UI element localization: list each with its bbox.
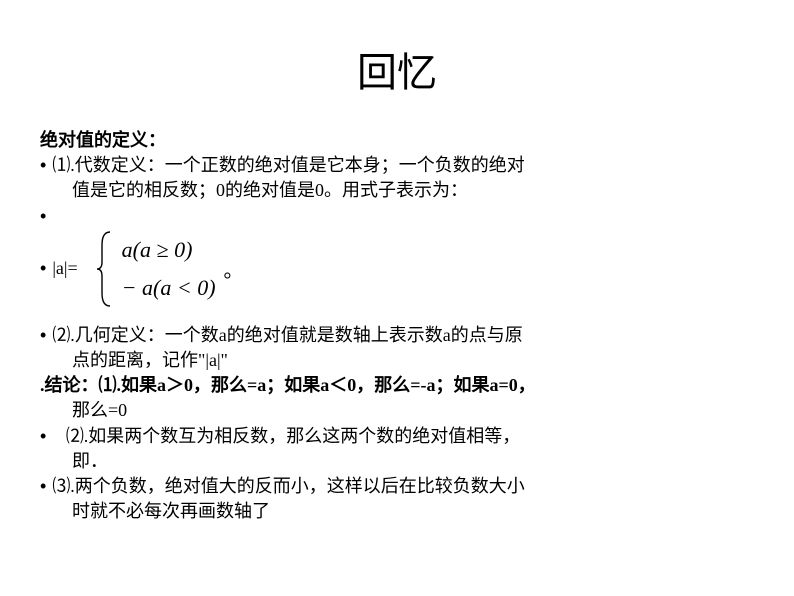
bullet-icon: • xyxy=(40,258,46,279)
conclusion3-b: 时就不必每次再画数轴了 xyxy=(40,499,754,524)
formula-left: • |a|= xyxy=(40,258,78,279)
formula-period: 。 xyxy=(224,254,244,283)
bullet-icon: • xyxy=(40,153,46,178)
left-brace-icon xyxy=(96,230,114,308)
conclusion1-a: .结论：⑴.如果a＞0，那么=a；如果a＜0，那么=-a；如果a=0， xyxy=(40,373,754,398)
slide: 回忆 绝对值的定义： • ⑴.代数定义：一个正数的绝对值是它本身；一个负数的绝对… xyxy=(0,0,794,596)
abs-label: |a|= xyxy=(52,258,77,279)
conclusion3-line1: • ⑶.两个负数，绝对值大的反而小，这样以后在比较负数大小 xyxy=(40,474,754,499)
def1-line1: • ⑴.代数定义：一个正数的绝对值是它本身；一个负数的绝对 xyxy=(40,153,754,178)
conclusion2-b: 即． xyxy=(40,449,754,474)
bullet-icon: • xyxy=(40,204,46,229)
case-2: − a(a < 0) xyxy=(122,269,216,306)
def2-text-a: ⑵.几何定义：一个数a的绝对值就是数轴上表示数a的点与原 xyxy=(52,323,522,348)
spacer xyxy=(40,309,754,323)
def2-text-b: 点的距离，记作"|a|" xyxy=(40,348,754,373)
def1-text-a: ⑴.代数定义：一个正数的绝对值是它本身；一个负数的绝对 xyxy=(52,153,525,178)
conclusion3-a: ⑶.两个负数，绝对值大的反而小，这样以后在比较负数大小 xyxy=(52,474,525,499)
section-heading: 绝对值的定义： xyxy=(40,128,754,153)
def2-line1: • ⑵.几何定义：一个数a的绝对值就是数轴上表示数a的点与原 xyxy=(40,323,754,348)
conclusion2-a: ⑵.如果两个数互为相反数，那么这两个数的绝对值相等， xyxy=(52,424,520,449)
piecewise-cases: a(a ≥ 0) − a(a < 0) xyxy=(122,231,216,306)
def1-text-b: 值是它的相反数；0的绝对值是0。用式子表示为： xyxy=(40,178,754,203)
bullet-icon: • xyxy=(40,424,46,449)
conclusion2-line1: • ⑵.如果两个数互为相反数，那么这两个数的绝对值相等， xyxy=(40,424,754,449)
slide-title: 回忆 xyxy=(40,40,754,98)
case-1: a(a ≥ 0) xyxy=(122,231,216,268)
conclusion1-b: 那么=0 xyxy=(40,398,754,423)
formula-row: • |a|= a(a ≥ 0) − a(a < 0) 。 xyxy=(40,229,754,309)
bullet-icon: • xyxy=(40,323,46,348)
bullet-icon: • xyxy=(40,474,46,499)
empty-bullet-1: • xyxy=(40,204,754,229)
